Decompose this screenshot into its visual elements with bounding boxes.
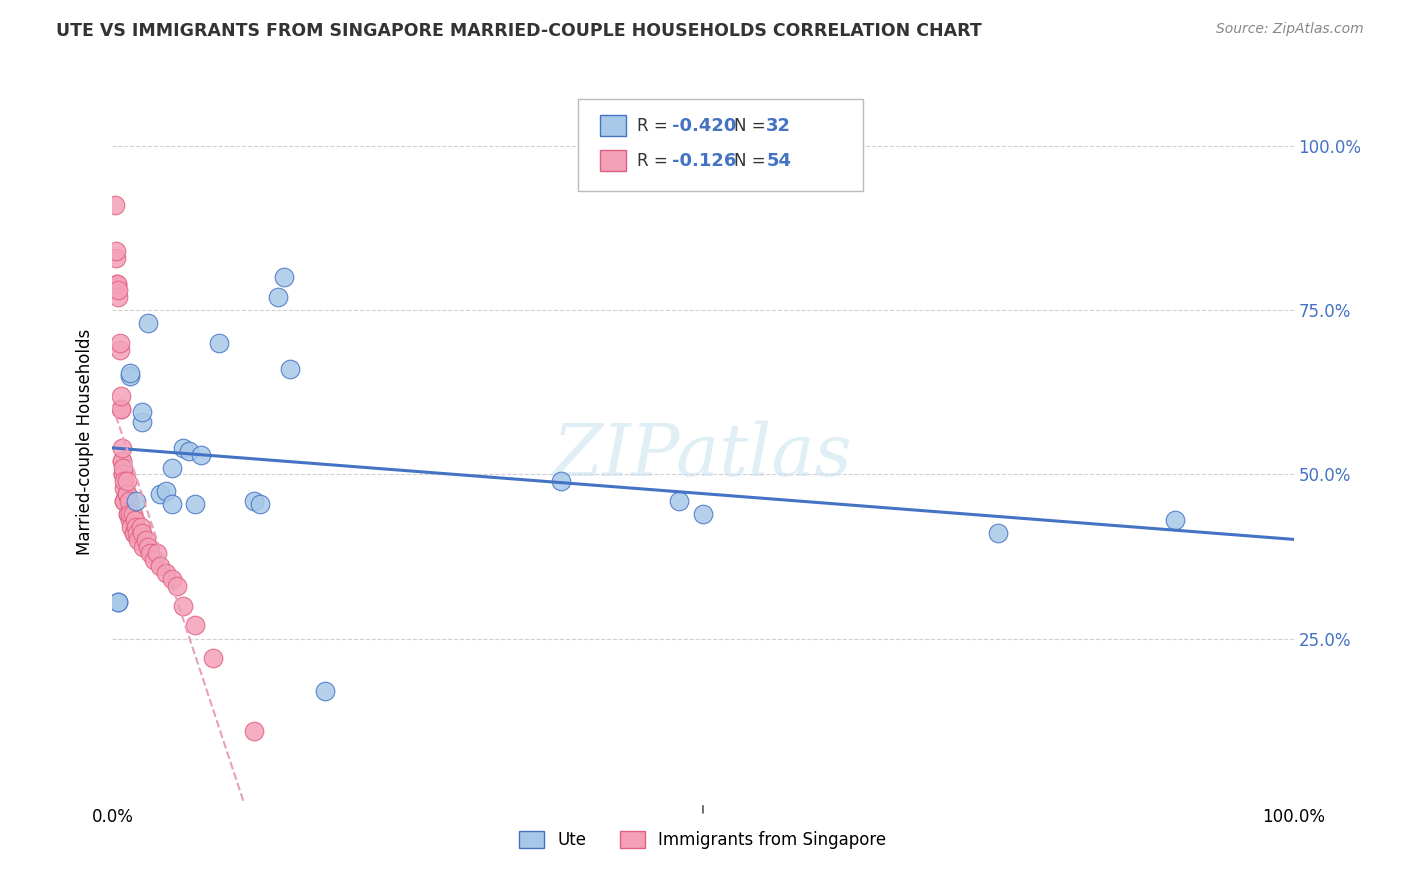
Point [208,336,231,351]
Point [201,651,224,665]
Point [120,368,142,383]
Point [172,599,194,613]
Point [149,487,172,501]
Point [108,336,131,351]
Point [117,507,139,521]
Point [112,493,135,508]
Point [142,553,165,567]
Point [136,540,159,554]
Text: N =: N = [734,117,770,135]
Point [107,595,129,609]
Point [115,487,138,501]
Point [120,520,142,534]
Point [131,415,153,429]
Point [108,343,131,357]
Legend: Ute, Immigrants from Singapore: Ute, Immigrants from Singapore [513,824,893,856]
Point [120,513,142,527]
Point [136,316,159,330]
Point [139,546,162,560]
Point [668,493,690,508]
Point [166,579,188,593]
Point [184,618,207,632]
Point [111,441,134,455]
Point [120,507,142,521]
Point [249,497,271,511]
Point [107,284,129,298]
Point [105,251,128,265]
Point [105,277,128,291]
Text: R =: R = [637,152,678,169]
Point [146,546,169,560]
Point [132,540,155,554]
Point [105,277,128,291]
Point [179,444,201,458]
Point [125,520,148,534]
Point [115,487,138,501]
Point [107,595,129,609]
Point [987,526,1010,541]
Y-axis label: Married-couple Households: Married-couple Households [76,328,94,555]
Point [160,573,183,587]
Text: -0.420: -0.420 [672,117,737,135]
Point [112,474,135,488]
Point [117,507,139,521]
Point [267,290,290,304]
Point [127,533,149,547]
Point [135,533,157,547]
Point [127,526,149,541]
Point [112,467,135,482]
Point [111,454,134,468]
Point [120,366,142,380]
Point [122,526,145,541]
Point [110,401,132,416]
Point [314,684,336,698]
Point [278,362,301,376]
Point [243,723,266,738]
Point [129,520,152,534]
Point [121,507,143,521]
Point [118,493,141,508]
Point [110,401,132,416]
Point [122,526,145,541]
Point [107,290,129,304]
Point [104,198,127,212]
Point [692,507,714,521]
Point [550,474,572,488]
Text: R =: R = [637,117,673,135]
Point [131,405,153,419]
Point [155,566,177,580]
Point [111,454,134,468]
Point [184,497,207,511]
Point [125,493,148,508]
Point [243,493,266,508]
Point [273,270,295,285]
Point [160,460,183,475]
Point [112,460,135,475]
Text: N =: N = [734,152,770,169]
Point [155,483,177,498]
Point [149,559,172,574]
Point [115,474,138,488]
Text: -0.126: -0.126 [672,152,737,169]
Text: UTE VS IMMIGRANTS FROM SINGAPORE MARRIED-COUPLE HOUSEHOLDS CORRELATION CHART: UTE VS IMMIGRANTS FROM SINGAPORE MARRIED… [56,22,981,40]
Text: ZIPatlas: ZIPatlas [553,421,853,491]
Text: 54: 54 [766,152,792,169]
Point [110,388,132,402]
Point [124,513,146,527]
Point [131,526,153,541]
Point [1164,513,1187,527]
Point [112,481,135,495]
Text: 32: 32 [766,117,792,135]
Point [112,493,135,508]
Point [190,448,212,462]
Point [172,441,194,455]
Point [112,467,135,482]
Text: Source: ZipAtlas.com: Source: ZipAtlas.com [1216,22,1364,37]
Point [105,244,128,258]
Point [160,497,183,511]
